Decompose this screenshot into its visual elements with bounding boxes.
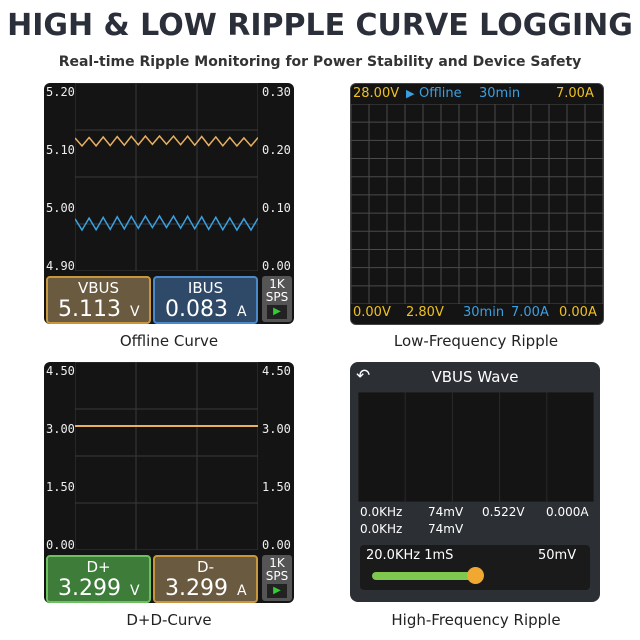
plot (75, 362, 258, 550)
subtitle: Real-time Ripple Monitoring for Power St… (58, 54, 582, 70)
stat: 0.0KHz (360, 522, 403, 536)
play-icon: ▶ (406, 87, 415, 100)
right-axis-label: 1.50 (262, 480, 291, 494)
device-screen: 4.50 4.50 3.00 3.00 1.50 1.50 0.00 0.00 D+ 3.299 V… (44, 362, 294, 603)
title: HIGH & LOW RIPPLE CURVE LOGGING (7, 8, 633, 43)
left-axis-label: 5.10 (46, 143, 75, 157)
readout: D- 3.299 A (153, 555, 258, 603)
bottom-label: 7.00A (511, 305, 549, 320)
readout: VBUS 5.113 V (46, 276, 151, 324)
caption: Low-Frequency Ripple (393, 332, 559, 350)
right-axis-label: 0.30 (262, 85, 291, 99)
slider-knob (467, 567, 484, 584)
readout-value: 0.083 (165, 297, 228, 322)
top-label: 30min (479, 86, 521, 101)
setting: 50mV (538, 548, 577, 563)
bottom-label: 2.80V (406, 305, 444, 320)
readout-unit: A (237, 583, 247, 599)
bottom-label: 0.00V (353, 305, 391, 320)
top-label: 7.00A (556, 86, 594, 101)
right-axis-label: 4.50 (262, 364, 291, 378)
readout-unit: V (130, 304, 140, 320)
right-axis-label: 3.00 (262, 422, 291, 436)
stat: 74mV (428, 505, 464, 519)
rate-value: 1K (269, 556, 285, 570)
bottom-label: 0.00A (559, 305, 597, 320)
settings-box: 20.0KHz 1mS 50mV (360, 545, 590, 590)
waveform (75, 214, 258, 232)
waveform (75, 134, 258, 148)
rate-box: 1K SPS ▶ (262, 276, 292, 322)
stat: 0.0KHz (360, 505, 403, 519)
readout-label: IBUS (187, 279, 224, 297)
readout: D+ 3.299 V (46, 555, 151, 603)
right-axis-label: 0.00 (262, 259, 291, 273)
rate-unit: SPS (265, 290, 289, 304)
plot-bg (358, 392, 594, 502)
caption: High-Frequency Ripple (391, 611, 561, 629)
readout-value: 5.113 (58, 297, 121, 322)
setting: 20.0KHz 1mS (366, 548, 454, 563)
play-icon: ▶ (267, 584, 287, 598)
right-axis-label: 0.10 (262, 201, 291, 215)
right-axis-label: 0.20 (262, 143, 291, 157)
stat: 0.522V (482, 505, 525, 519)
back-button: ↶ (356, 366, 371, 386)
screen-title: VBUS Wave (431, 368, 519, 386)
readout-unit: A (237, 304, 247, 320)
plot (358, 392, 594, 502)
play-icon: ▶ (267, 305, 287, 319)
plot (351, 104, 603, 304)
readout-label: D+ (86, 558, 111, 576)
readout: IBUS 0.083 A (153, 276, 258, 324)
left-axis-label: 0.00 (46, 538, 75, 552)
left-axis-label: 4.50 (46, 364, 75, 378)
readout-label: VBUS (77, 279, 120, 297)
device-screen: 5.20 0.30 5.10 0.20 5.00 0.10 4.90 0.00 VBUS 5.11… (44, 83, 294, 324)
caption: Offline Curve (119, 332, 219, 350)
right-axis-label: 0.00 (262, 538, 291, 552)
readout-unit: V (130, 583, 140, 599)
top-label: 28.00V (353, 86, 400, 101)
rate-box: 1K SPS ▶ (262, 555, 292, 601)
stat: 0.000A (546, 505, 589, 519)
device-screen: ↶ VBUS Wave 0.0KHz 74mV 0.522V 0.000A 0.0KHz 74… (350, 362, 600, 602)
left-axis-label: 5.00 (46, 201, 75, 215)
left-axis-label: 1.50 (46, 480, 75, 494)
readout-value: 3.299 (58, 576, 121, 601)
device-screen: 28.00V Offline 30min 7.00A ▶ 0.00V 2.80V 30min 7… (350, 83, 604, 325)
readout-value: 3.299 (165, 576, 228, 601)
bottom-label: 30min (463, 305, 505, 320)
plot (75, 83, 258, 271)
caption: D+D-Curve (126, 611, 212, 629)
readout-label: D- (197, 558, 214, 576)
rate-unit: SPS (265, 569, 289, 583)
left-axis-label: 5.20 (46, 85, 75, 99)
stat: 74mV (428, 522, 464, 536)
left-axis-label: 3.00 (46, 422, 75, 436)
slider-track (372, 572, 480, 580)
left-axis-label: 4.90 (46, 259, 75, 273)
top-label: Offline (419, 86, 462, 101)
rate-value: 1K (269, 277, 285, 291)
